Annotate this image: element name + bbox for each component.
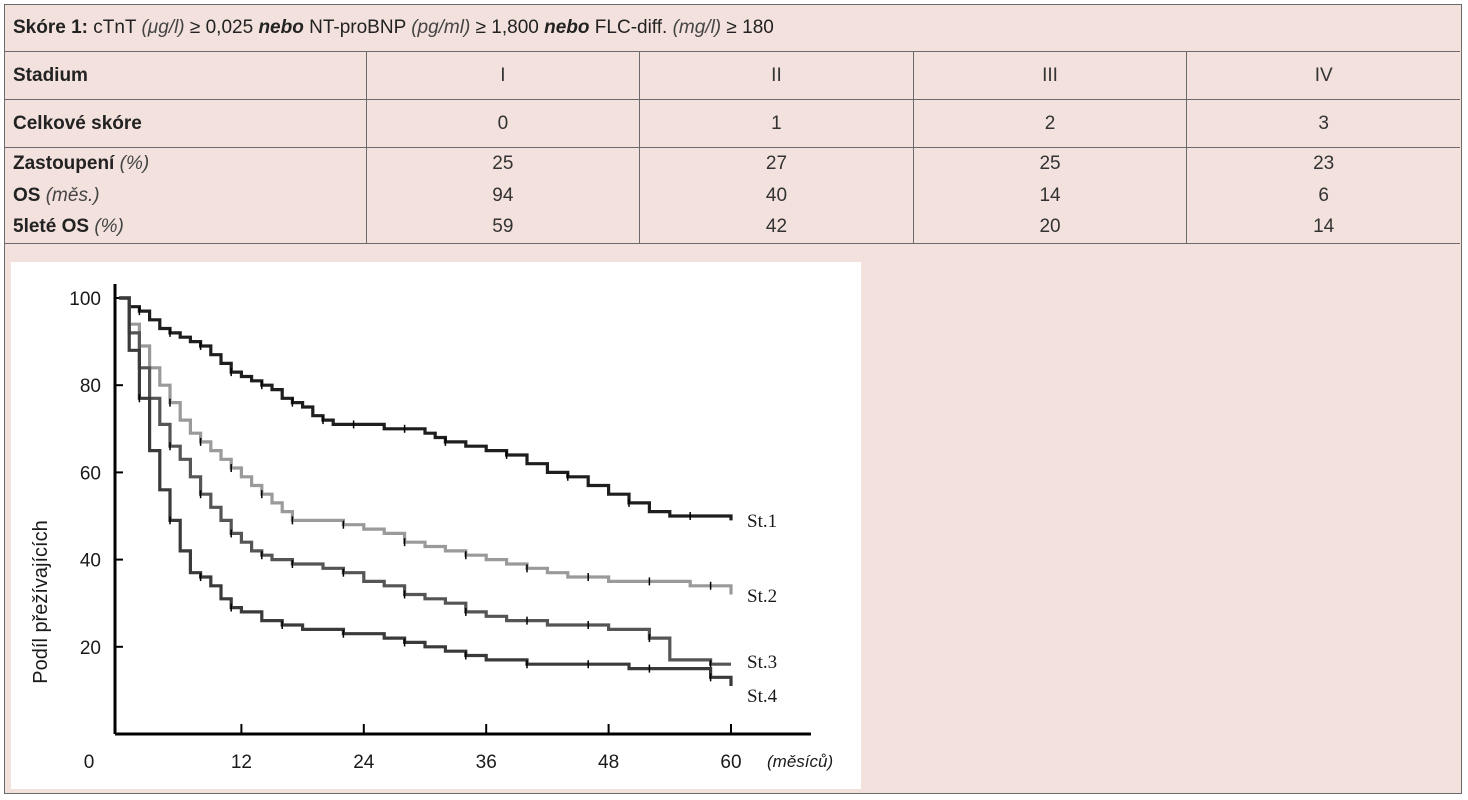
x-tick-label: 12 (231, 752, 252, 773)
score-row: Celkové skóre 0 1 2 3 (5, 99, 1460, 148)
series-label: St.4 (747, 686, 778, 707)
score-header-row: Skóre 1: cTnT (μg/l) ≥ 0,025 nebo NT-pro… (5, 5, 1460, 52)
survival-chart: Podíl přežívajících (měsíců) 0 12 24 36 48 60… (11, 262, 861, 789)
outcome-col-3: 25 14 20 (913, 147, 1188, 244)
os-unit: (měs.) (45, 184, 100, 206)
staging-table: Skóre 1: cTnT (μg/l) ≥ 0,025 nebo NT-pro… (5, 5, 1460, 244)
header-unit-1: (μg/l) (141, 17, 185, 38)
y-tick-label: 100 (69, 289, 101, 310)
x-tick-label: 36 (476, 752, 497, 773)
os5-unit: (%) (94, 216, 124, 237)
x-axis-unit: (měsíců) (767, 752, 833, 771)
zastoupeni-cell: 27 (765, 153, 788, 174)
os5-label: 5leté OS (13, 216, 90, 237)
outcome-col-4: 23 6 14 (1186, 147, 1460, 244)
series-line-st4 (119, 296, 733, 686)
survival-chart-svg: Podíl přežívajících (měsíců) 0 12 24 36 48 60… (30, 284, 833, 773)
x-tick-label: 48 (598, 752, 619, 773)
zastoupeni-label: Zastoupení (13, 153, 115, 174)
header-unit-2: (pg/ml) (411, 17, 471, 38)
score-header: Skóre 1: cTnT (μg/l) ≥ 0,025 nebo NT-pro… (5, 5, 1460, 52)
x-tick-label: 0 (84, 752, 95, 773)
score-cell: 2 (913, 99, 1188, 148)
score-label: Celkové skóre (5, 99, 367, 148)
header-text-6: ≥ 180 (721, 17, 774, 38)
os-label-line: OS (měs.) (13, 180, 358, 212)
os-label: OS (13, 184, 41, 206)
y-tick-label: 60 (80, 463, 101, 484)
stadium-cell: III (913, 51, 1188, 100)
series-label: St.2 (747, 586, 777, 607)
series-label: St.1 (747, 511, 777, 532)
x-tick-label: 60 (720, 752, 741, 773)
y-tick-label: 40 (80, 551, 101, 572)
score-cell: 3 (1186, 99, 1460, 148)
zastoupeni-label-line: Zastoupení (%) (13, 148, 358, 180)
stadium-cell: I (366, 51, 641, 100)
zastoupeni-cell: 25 (1039, 153, 1061, 174)
y-axis-label: Podíl přežívajících (30, 520, 52, 683)
stadium-label: Stadium (5, 51, 367, 100)
series-label: St.3 (747, 652, 777, 673)
score-cell: 1 (639, 99, 914, 148)
header-conj-1: nebo (258, 17, 304, 38)
os-cell: 40 (765, 184, 788, 206)
y-tick-label: 20 (80, 638, 101, 659)
y-tick-label: 80 (80, 376, 101, 397)
header-text-1: cTnT (87, 17, 142, 38)
outcome-col-2: 27 40 42 (639, 147, 914, 244)
os-cell: 94 (492, 184, 514, 206)
outcome-labels: Zastoupení (%) OS (měs.) 5leté OS (%) (5, 147, 367, 244)
table-frame: Skóre 1: cTnT (μg/l) ≥ 0,025 nebo NT-pro… (4, 4, 1462, 794)
header-text-4: ≥ 1,800 (470, 17, 545, 38)
os5-label-line: 5leté OS (%) (13, 211, 358, 243)
score-cell: 0 (366, 99, 641, 148)
outcome-col-1: 25 94 59 (366, 147, 641, 244)
x-tick-label: 24 (353, 752, 375, 773)
series-line-st2 (119, 296, 733, 595)
zastoupeni-cell: 25 (492, 153, 514, 174)
os-cell: 14 (1039, 184, 1061, 206)
header-text-3: NT-proBNP (303, 17, 412, 38)
header-unit-3: (mg/l) (672, 17, 722, 38)
series-line-st1 (119, 296, 733, 521)
os5-cell: 59 (492, 216, 514, 237)
stadium-cell: II (639, 51, 914, 100)
series-line-st3 (119, 296, 731, 666)
zastoupeni-cell: 23 (1313, 153, 1335, 174)
header-conj-2: nebo (544, 17, 590, 38)
outcome-rows: Zastoupení (%) OS (měs.) 5leté OS (%) 25… (5, 147, 1460, 244)
stadium-cell: IV (1186, 51, 1460, 100)
header-text-2: ≥ 0,025 (184, 17, 259, 38)
stadium-row: Stadium I II III IV (5, 51, 1460, 100)
score-prefix: Skóre 1: (13, 17, 88, 38)
os5-cell: 42 (765, 216, 788, 237)
header-text-5: FLC-diff. (589, 17, 673, 38)
os-cell: 6 (1318, 184, 1329, 206)
os5-cell: 20 (1039, 216, 1061, 237)
zastoupeni-unit: (%) (119, 153, 150, 174)
os5-cell: 14 (1313, 216, 1335, 237)
